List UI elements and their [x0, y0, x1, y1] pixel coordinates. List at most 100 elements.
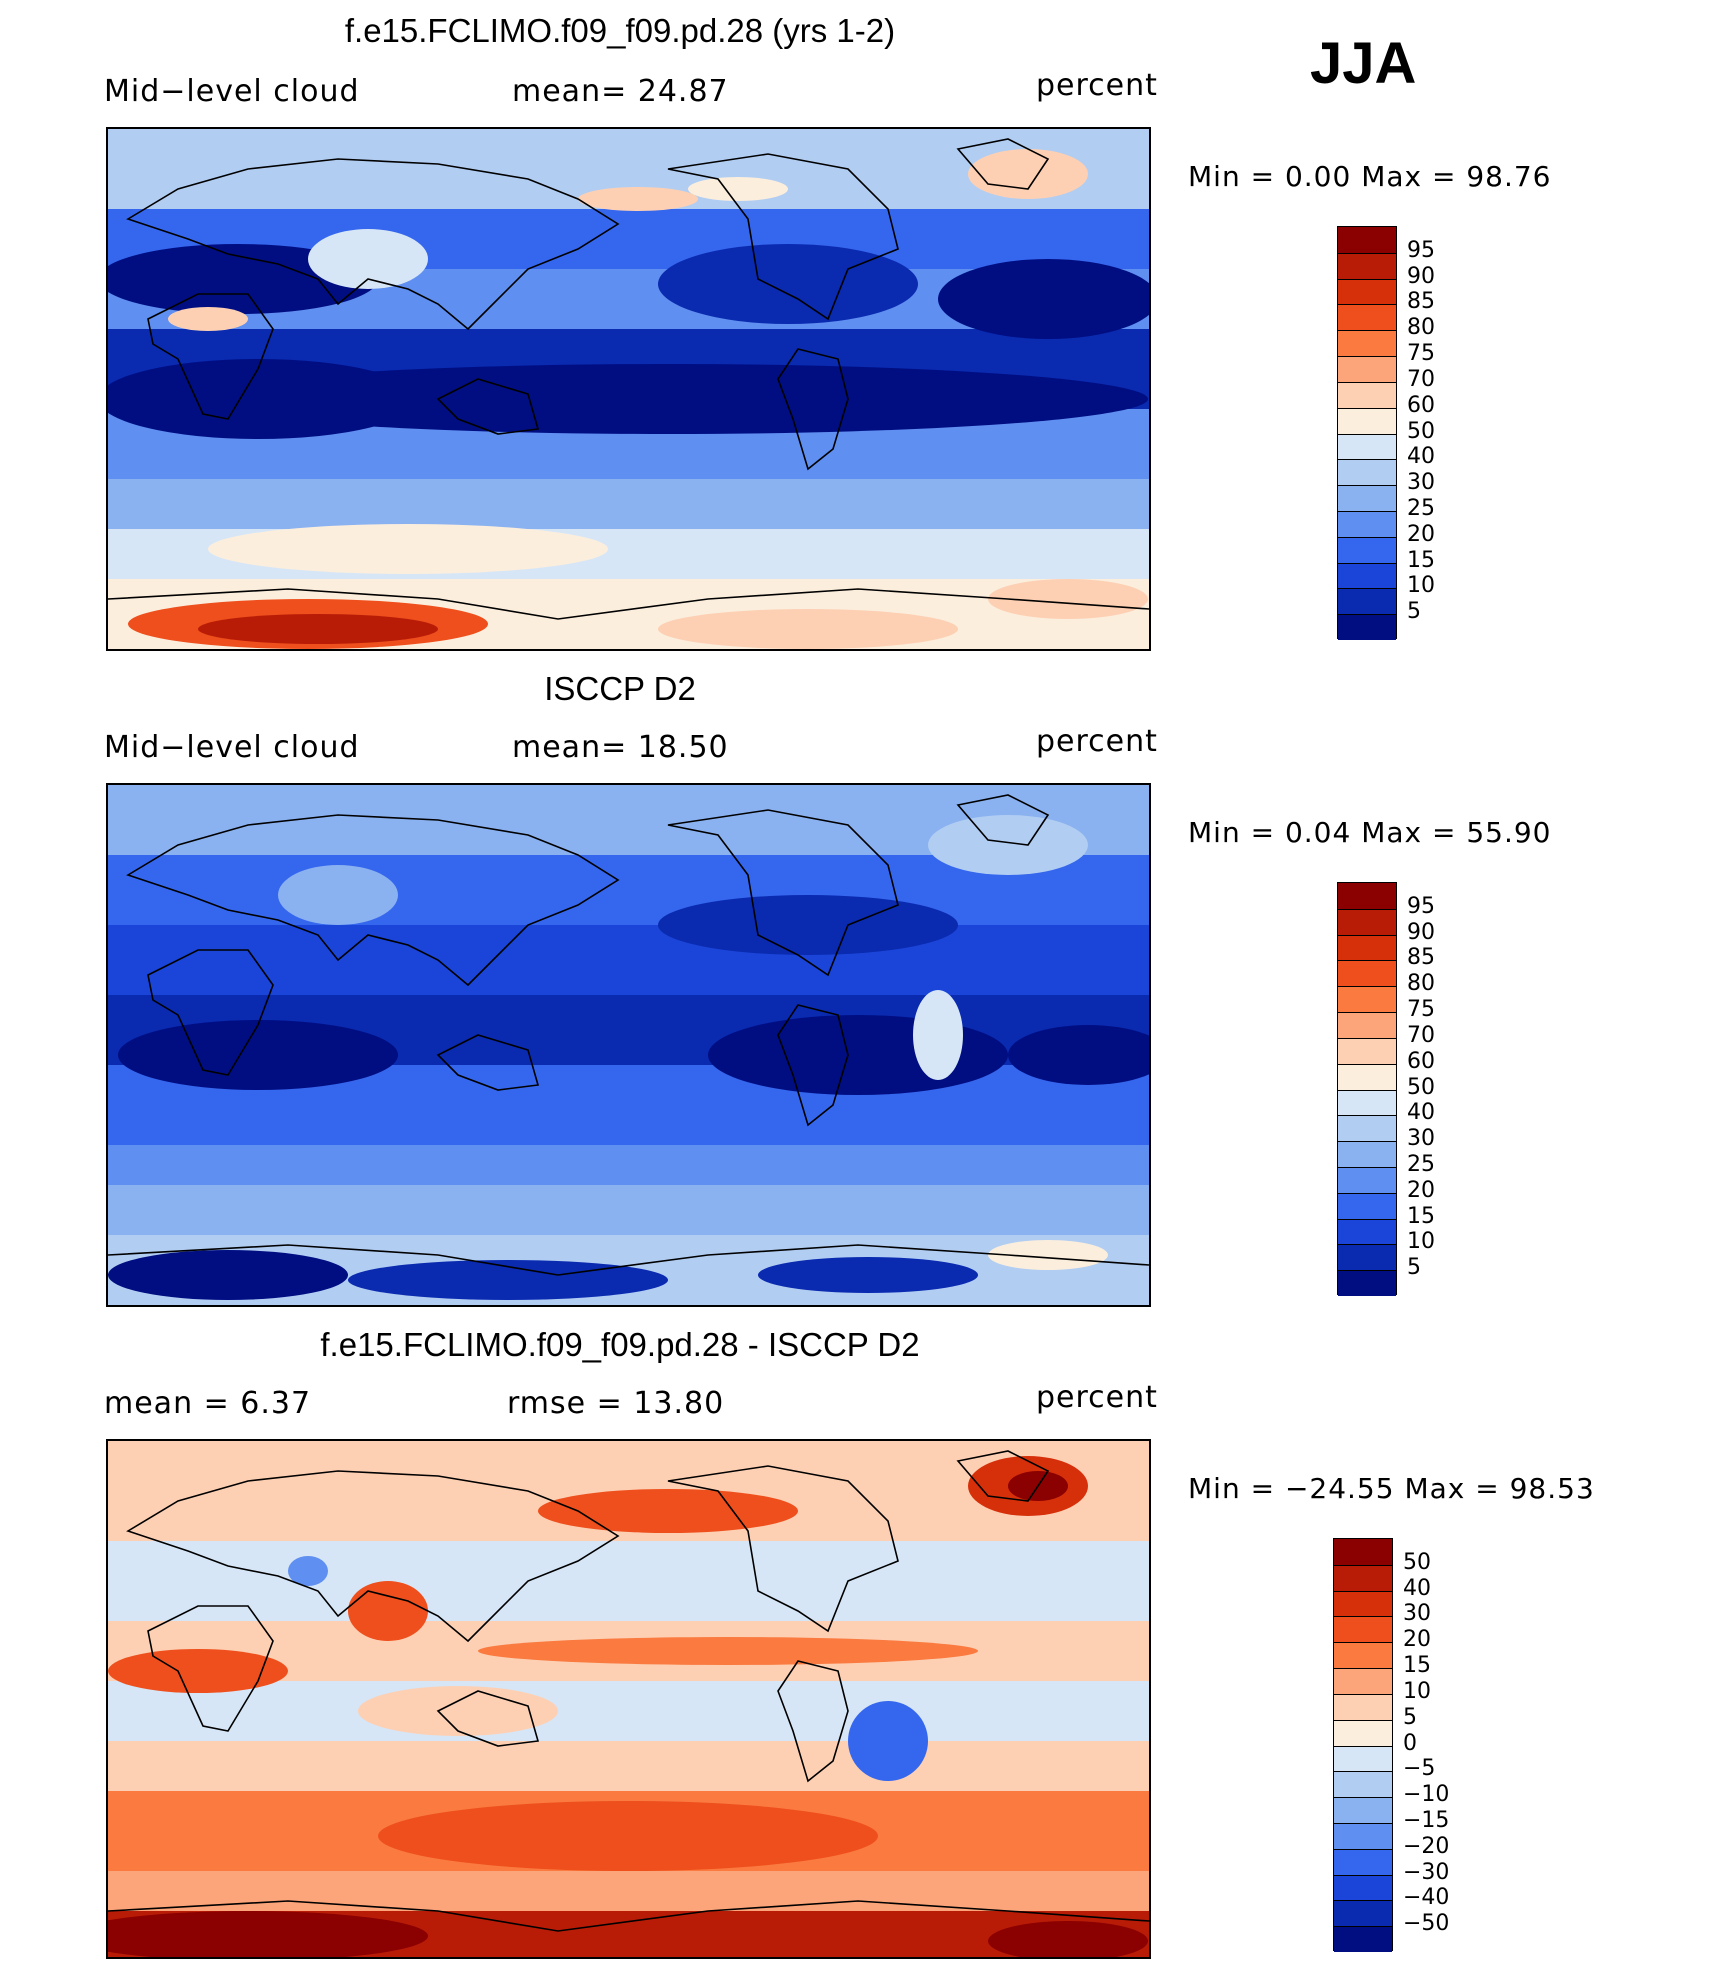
panel1-minmax: Min = 0.00 Max = 98.76 — [1188, 160, 1552, 193]
colorbar-tick-label: −20 — [1403, 1833, 1450, 1859]
colorbar-tick-label: 90 — [1407, 263, 1435, 289]
colorbar-swatch — [1338, 381, 1396, 408]
colorbar-swatch — [1338, 433, 1396, 460]
colorbar-tick-label: −30 — [1403, 1859, 1450, 1885]
colorbar-tick-label: 85 — [1407, 945, 1435, 971]
panel2-colorbar — [1337, 882, 1397, 1296]
colorbar-tick-label: 25 — [1407, 1151, 1435, 1177]
colorbar-swatch — [1334, 1926, 1392, 1952]
colorbar-tick-label: 60 — [1407, 392, 1435, 418]
colorbar-tick-label: 15 — [1407, 547, 1435, 573]
colorbar-swatch — [1338, 1192, 1396, 1219]
colorbar-tick-label: 5 — [1407, 1255, 1421, 1281]
colorbar-tick-label: 70 — [1407, 1022, 1435, 1048]
colorbar-swatch — [1338, 1089, 1396, 1116]
colorbar-tick-label: 40 — [1407, 444, 1435, 470]
panel1-variable-label: Mid−level cloud — [104, 74, 360, 109]
colorbar-tick-label: 10 — [1407, 573, 1435, 599]
panel3-title: f.e15.FCLIMO.f09_f09.pd.28 - ISCCP D2 — [320, 1326, 920, 1363]
colorbar-tick-label: 20 — [1407, 521, 1435, 547]
colorbar-swatch — [1334, 1539, 1392, 1565]
colorbar-tick-label: 85 — [1407, 289, 1435, 315]
colorbar-swatch — [1338, 562, 1396, 589]
panel2-units-label: percent — [1036, 724, 1158, 759]
colorbar-swatch — [1334, 1719, 1392, 1746]
colorbar-tick-label: 90 — [1407, 919, 1435, 945]
panel3-rmse-label: rmse = 13.80 — [507, 1386, 725, 1421]
colorbar-tick-label: 25 — [1407, 495, 1435, 521]
panel1-colorbar — [1337, 226, 1397, 640]
colorbar-swatch — [1338, 1166, 1396, 1193]
colorbar-tick-label: 50 — [1403, 1549, 1431, 1575]
panel3-minmax: Min = −24.55 Max = 98.53 — [1188, 1472, 1595, 1505]
colorbar-tick-label: 70 — [1407, 366, 1435, 392]
colorbar-tick-label: 80 — [1407, 971, 1435, 997]
colorbar-swatch — [1334, 1745, 1392, 1772]
colorbar-swatch — [1338, 536, 1396, 563]
colorbar-swatch — [1338, 510, 1396, 537]
colorbar-tick-label: 20 — [1407, 1177, 1435, 1203]
panel2-map-svg — [108, 785, 1149, 1305]
colorbar-swatch — [1338, 1063, 1396, 1090]
colorbar-swatch — [1338, 986, 1396, 1013]
colorbar-tick-label: 5 — [1403, 1704, 1417, 1730]
colorbar-swatch — [1334, 1564, 1392, 1591]
colorbar-swatch — [1334, 1668, 1392, 1694]
panel3-map-svg — [108, 1441, 1149, 1957]
colorbar-tick-label: 50 — [1407, 1074, 1435, 1100]
colorbar-swatch — [1338, 934, 1396, 961]
colorbar-swatch — [1338, 278, 1396, 305]
colorbar-tick-label: −50 — [1403, 1911, 1450, 1937]
colorbar-swatch — [1338, 1012, 1396, 1038]
colorbar-tick-label: 75 — [1407, 341, 1435, 367]
colorbar-tick-label: 20 — [1403, 1627, 1431, 1653]
colorbar-swatch — [1338, 459, 1396, 486]
colorbar-tick-label: 50 — [1407, 418, 1435, 444]
colorbar-swatch — [1334, 1822, 1392, 1849]
panel1-units-label: percent — [1036, 68, 1158, 103]
colorbar-swatch — [1338, 908, 1396, 935]
colorbar-swatch — [1338, 1141, 1396, 1167]
colorbar-tick-label: 95 — [1407, 893, 1435, 919]
colorbar-swatch — [1334, 1874, 1392, 1901]
colorbar-swatch — [1338, 1115, 1396, 1142]
colorbar-tick-label: 80 — [1407, 315, 1435, 341]
panel3-colorbar — [1333, 1538, 1393, 1952]
panel1-map-svg — [108, 129, 1149, 649]
colorbar-tick-label: −10 — [1403, 1782, 1450, 1808]
colorbar-swatch — [1338, 304, 1396, 331]
colorbar-tick-label: 30 — [1407, 1126, 1435, 1152]
colorbar-swatch — [1338, 883, 1396, 909]
colorbar-tick-label: −15 — [1403, 1807, 1450, 1833]
colorbar-swatch — [1334, 1693, 1392, 1720]
panel1-title: f.e15.FCLIMO.f09_f09.pd.28 (yrs 1-2) — [344, 12, 896, 49]
colorbar-swatch — [1338, 227, 1396, 253]
panel2-variable-label: Mid−level cloud — [104, 730, 360, 765]
colorbar-swatch — [1334, 1771, 1392, 1798]
colorbar-tick-label: 0 — [1403, 1730, 1417, 1756]
colorbar-tick-label: 15 — [1407, 1203, 1435, 1229]
panel2-title: ISCCP D2 — [544, 670, 696, 707]
colorbar-tick-label: 40 — [1407, 1100, 1435, 1126]
colorbar-swatch — [1334, 1642, 1392, 1669]
colorbar-swatch — [1338, 252, 1396, 279]
colorbar-swatch — [1338, 614, 1396, 640]
panel1-mean-label: mean= 24.87 — [512, 74, 729, 109]
colorbar-tick-label: 30 — [1407, 470, 1435, 496]
colorbar-tick-label: 5 — [1407, 599, 1421, 625]
colorbar-swatch — [1338, 330, 1396, 357]
colorbar-tick-label: −40 — [1403, 1885, 1450, 1911]
panel2-map — [106, 783, 1151, 1307]
colorbar-tick-label: 95 — [1407, 237, 1435, 263]
colorbar-tick-label: 75 — [1407, 997, 1435, 1023]
panel2-mean-label: mean= 18.50 — [512, 730, 729, 765]
panel3-map — [106, 1439, 1151, 1959]
panel3-units-label: percent — [1036, 1380, 1158, 1415]
colorbar-swatch — [1334, 1590, 1392, 1617]
panel1-map — [106, 127, 1151, 651]
colorbar-swatch — [1338, 1037, 1396, 1064]
colorbar-swatch — [1338, 407, 1396, 434]
colorbar-swatch — [1334, 1797, 1392, 1823]
colorbar-swatch — [1334, 1848, 1392, 1875]
colorbar-tick-label: 10 — [1403, 1678, 1431, 1704]
